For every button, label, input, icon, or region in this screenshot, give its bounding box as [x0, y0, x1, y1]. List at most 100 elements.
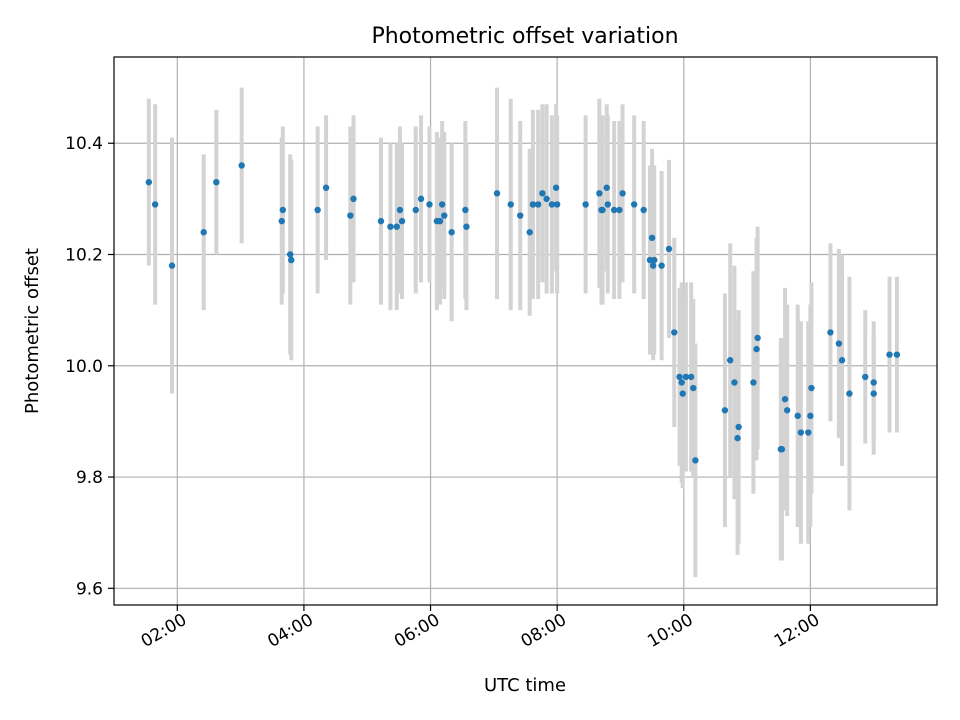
data-point — [534, 201, 542, 208]
data-point — [493, 190, 501, 197]
x-tick-label: 08:00 — [518, 610, 570, 652]
data-point — [213, 178, 220, 186]
data-point — [805, 429, 812, 436]
data-point — [753, 345, 760, 353]
data-point — [507, 201, 514, 208]
data-point — [893, 351, 901, 358]
data-point — [529, 201, 537, 208]
data-point — [441, 212, 448, 219]
data-point — [648, 234, 656, 242]
data-point — [731, 379, 738, 386]
data-point — [778, 446, 786, 453]
chart-title: Photometric offset variation — [371, 24, 678, 49]
data-point — [553, 201, 561, 208]
data-point — [145, 178, 153, 186]
data-point — [543, 195, 550, 203]
x-tick-label: 10:00 — [644, 610, 696, 652]
data-point — [398, 217, 406, 225]
data-point — [350, 195, 357, 203]
x-tick-label: 06:00 — [391, 610, 443, 652]
data-point — [417, 195, 425, 203]
y-axis-label: Photometric offset — [22, 248, 43, 414]
data-point — [238, 162, 245, 169]
data-point — [862, 373, 869, 381]
data-point — [735, 423, 742, 431]
data-point — [754, 334, 761, 342]
data-point — [517, 212, 524, 219]
data-point — [678, 379, 685, 386]
data-point — [200, 229, 207, 236]
data-point — [552, 184, 560, 191]
data-point — [783, 407, 791, 414]
data-point — [387, 223, 394, 230]
data-point — [734, 434, 741, 442]
data-point — [393, 223, 400, 230]
data-point — [721, 407, 729, 414]
data-point — [682, 373, 690, 381]
data-point — [651, 256, 658, 264]
data-point — [797, 429, 805, 436]
data-point — [835, 340, 843, 347]
y-tick-label: 10.4 — [65, 134, 103, 154]
data-point — [870, 390, 877, 397]
data-point — [838, 357, 846, 364]
data-point — [886, 351, 893, 358]
data-point — [279, 206, 287, 214]
data-point — [640, 206, 647, 214]
x-axis-ticks: 02:00 04:00 06:00 08:00 10:00 12:00 — [138, 605, 823, 652]
data-point — [619, 190, 626, 197]
data-point — [278, 217, 285, 225]
x-tick-label: 04:00 — [264, 610, 316, 652]
data-point — [599, 206, 606, 214]
x-tick-label: 02:00 — [138, 610, 190, 652]
data-point — [671, 329, 678, 336]
data-point — [726, 357, 734, 364]
data-point — [616, 206, 623, 214]
data-points — [145, 162, 901, 464]
plot-area-frame — [113, 56, 938, 606]
y-tick-label: 10.0 — [65, 357, 103, 377]
data-point — [658, 262, 665, 269]
error-bars — [146, 87, 899, 578]
data-point — [412, 206, 419, 214]
data-point — [610, 206, 618, 214]
data-point — [582, 201, 589, 208]
data-point — [679, 390, 686, 397]
data-point — [781, 395, 789, 403]
data-point — [548, 201, 556, 208]
data-point — [438, 201, 446, 208]
data-point — [690, 384, 697, 392]
data-point — [396, 206, 404, 214]
data-point — [630, 201, 638, 208]
data-point — [347, 212, 354, 219]
data-point — [808, 384, 815, 392]
data-point — [322, 184, 330, 191]
y-axis-ticks: 9.6 9.8 10.0 10.2 10.4 — [65, 134, 114, 599]
data-point — [665, 245, 673, 253]
data-point — [539, 190, 546, 197]
y-tick-label: 9.6 — [76, 579, 103, 599]
data-point — [687, 373, 695, 381]
data-point — [463, 223, 470, 230]
data-point — [794, 412, 801, 420]
data-point — [462, 206, 469, 214]
data-point — [287, 251, 294, 258]
data-point — [604, 201, 611, 208]
data-point — [676, 373, 683, 381]
data-point — [846, 390, 853, 397]
data-point — [314, 206, 321, 214]
data-point — [448, 229, 455, 236]
data-point — [168, 262, 176, 269]
data-point — [151, 201, 159, 208]
data-point — [807, 412, 814, 420]
y-tick-label: 10.2 — [65, 246, 103, 266]
y-tick-label: 9.8 — [76, 468, 103, 488]
data-point — [870, 379, 877, 386]
x-axis-label: UTC time — [484, 675, 566, 696]
data-point — [288, 256, 295, 264]
data-point — [827, 329, 834, 336]
x-tick-label: 12:00 — [771, 610, 823, 652]
grid — [114, 57, 937, 605]
data-point — [377, 217, 385, 225]
